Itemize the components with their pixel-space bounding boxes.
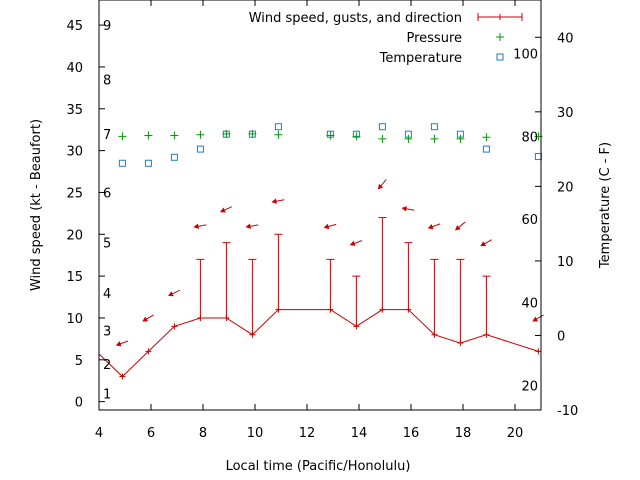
temperature-point (118, 159, 126, 167)
x-tick-label: 8 (199, 426, 207, 441)
fahrenheit-label: 60 (521, 213, 538, 228)
y-axis-label: Wind speed (kt - Beaufort) (29, 119, 44, 291)
legend: Wind speed, gusts, and direction Pressure… (249, 11, 523, 66)
y2-tick-label: 20 (557, 180, 574, 195)
y-tick-label: 5 (75, 354, 83, 369)
y-tick-label: 40 (66, 61, 83, 76)
axis-ticks (98, 0, 541, 411)
x-tick-label: 4 (95, 426, 103, 441)
wind-direction-arrowhead (532, 316, 539, 322)
wind-direction-arrowhead (220, 207, 226, 213)
y-tick-label: 20 (66, 228, 83, 243)
wind-direction-arrowhead (377, 183, 384, 190)
temperature-point (222, 130, 230, 138)
y2-tick-label: -10 (557, 404, 578, 419)
x-tick-label: 12 (299, 426, 316, 441)
fahrenheit-label: 40 (521, 297, 538, 312)
x-axis-label: Local time (Pacific/Honolulu) (226, 459, 411, 474)
beaufort-label: 4 (103, 287, 111, 302)
temperature-point (170, 153, 178, 161)
beaufort-label: 8 (103, 73, 111, 88)
wind-direction-arrowhead (323, 223, 330, 230)
beaufort-label: 3 (103, 325, 111, 340)
beaufort-label: 5 (103, 237, 111, 252)
x-tick-label: 6 (147, 426, 155, 441)
pressure-point (482, 133, 491, 142)
y2-axis-label: Temperature (C - F) (598, 142, 613, 269)
y2-tick-label: 0 (557, 329, 565, 344)
y-tick-label: 35 (66, 103, 83, 118)
wind-direction-arrowhead (115, 341, 122, 347)
temperature-point (144, 159, 152, 167)
temperature-point (248, 130, 256, 138)
pressure-point (274, 130, 283, 139)
y2-tick-label: 30 (557, 106, 574, 121)
wind-direction-arrowhead (349, 240, 356, 246)
pressure-point (430, 134, 439, 143)
temperature-point (326, 130, 334, 138)
temperature-point (196, 145, 204, 153)
legend-label: Pressure (406, 31, 462, 46)
beaufort-label: 2 (103, 358, 111, 373)
pressure-point (378, 134, 387, 143)
wind-direction-arrowhead (142, 316, 149, 322)
fahrenheit-label: 80 (521, 130, 538, 145)
y2-tick-label: 10 (557, 255, 574, 270)
temperature-point (274, 123, 282, 131)
y-tick-label: 45 (66, 19, 83, 34)
beaufort-label: 7 (103, 128, 111, 143)
x-tick-label: 16 (403, 426, 420, 441)
wind-direction-arrowhead (480, 241, 487, 247)
x-tick-label: 20 (507, 426, 524, 441)
y-tick-label: 30 (66, 145, 83, 160)
wind-speed-point (535, 348, 542, 355)
x-tick-label: 10 (247, 426, 264, 441)
secondary-scale-labels: 1 2 3 4 5 6 7 8 9 20 40 60 80 100 (103, 19, 538, 402)
legend-swatch-marker (496, 33, 504, 41)
wind-direction-arrowhead (271, 198, 277, 204)
wind-direction-arrowhead (245, 223, 251, 229)
fahrenheit-label: 100 (513, 48, 538, 63)
pressure-point (404, 134, 413, 143)
fahrenheit-label: 20 (521, 379, 538, 394)
wind-speed-point (145, 348, 152, 355)
wind-speed-point (119, 373, 126, 380)
y2-tick-label: 40 (557, 31, 574, 46)
legend-label: Wind speed, gusts, and direction (249, 11, 462, 26)
pressure-point (118, 132, 127, 141)
y-tick-label: 10 (66, 312, 83, 327)
wind-speed-line (99, 309, 539, 378)
pressure-point (170, 131, 179, 140)
temperature-point (378, 123, 386, 131)
x-tick-label: 14 (351, 426, 368, 441)
legend-label: Temperature (379, 51, 462, 66)
wind-direction-arrowhead (193, 223, 199, 229)
wind-speed-point (171, 323, 178, 330)
pressure-point (196, 130, 205, 139)
legend-swatch-marker (496, 53, 504, 61)
temperature-point (404, 130, 412, 138)
x-tick-label: 18 (455, 426, 472, 441)
temperature-point (456, 130, 464, 138)
wind-direction-arrowhead (427, 224, 434, 230)
wind-direction-arrowhead (168, 291, 174, 297)
beaufort-label: 9 (103, 19, 111, 34)
plot-frame (98, 0, 542, 411)
pressure-point (456, 134, 465, 143)
temperature-point (352, 130, 360, 138)
temperature-point (430, 123, 438, 131)
y-tick-label: 15 (66, 270, 83, 285)
legend-swatch-marker (497, 14, 503, 20)
beaufort-label: 6 (103, 186, 111, 201)
beaufort-label: 1 (103, 387, 111, 402)
temperature-point (482, 145, 490, 153)
tick-labels: 4 6 8 10 12 14 16 18 20051015202530354045-100102… (66, 19, 578, 441)
wind-direction-arrowhead (455, 225, 461, 231)
y-tick-label: 25 (66, 186, 83, 201)
y-tick-label: 0 (75, 396, 83, 411)
pressure-point (144, 131, 153, 140)
plot-content (99, 123, 544, 380)
wind-direction-arrowhead (401, 206, 407, 212)
